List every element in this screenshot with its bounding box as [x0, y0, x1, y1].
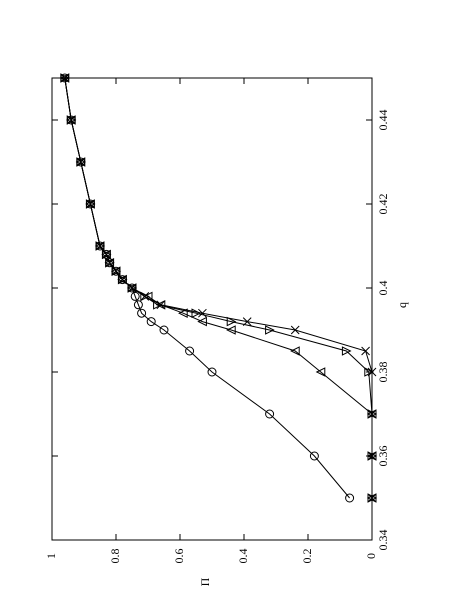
marker — [118, 275, 127, 284]
marker — [105, 258, 114, 268]
marker — [345, 493, 355, 503]
x-tick-label: 0.38 — [376, 362, 390, 383]
series-line — [64, 77, 373, 498]
marker — [156, 300, 166, 310]
y-axis-label: Π — [198, 577, 212, 586]
x-tick-label: 0.42 — [376, 194, 390, 215]
marker — [290, 346, 300, 356]
marker — [66, 115, 76, 125]
marker — [198, 308, 207, 318]
marker — [102, 250, 111, 259]
y-tick-label: 0.6 — [172, 549, 186, 564]
marker — [111, 266, 121, 276]
marker — [226, 325, 236, 335]
y-tick-label: 0.4 — [236, 549, 250, 564]
marker — [191, 308, 202, 319]
marker — [367, 367, 377, 377]
x-tick-label: 0.44 — [376, 110, 390, 131]
marker — [101, 249, 112, 260]
plot-frame — [51, 77, 373, 541]
x-tick-label: 0.36 — [376, 446, 390, 467]
marker — [197, 316, 207, 327]
marker — [265, 325, 275, 335]
marker — [146, 317, 156, 327]
marker — [137, 308, 147, 318]
marker — [290, 325, 300, 335]
series-line — [64, 77, 373, 498]
marker — [226, 316, 237, 327]
marker — [117, 274, 128, 285]
marker — [178, 308, 188, 319]
marker — [140, 292, 150, 301]
marker — [309, 451, 319, 461]
marker — [127, 283, 138, 293]
marker — [155, 299, 166, 310]
marker — [133, 300, 143, 310]
y-tick-label: 0 — [364, 553, 378, 559]
marker — [111, 266, 122, 277]
y-tick-label: 0.2 — [300, 549, 314, 564]
y-tick-label: 1 — [44, 553, 58, 559]
y-tick-label: 0.8 — [108, 549, 122, 564]
marker — [130, 291, 140, 301]
marker — [95, 241, 105, 251]
marker — [207, 367, 217, 377]
series-line — [64, 77, 350, 499]
marker — [185, 346, 195, 356]
marker — [60, 73, 70, 83]
marker — [367, 451, 377, 461]
marker — [364, 367, 374, 377]
marker — [315, 367, 326, 377]
marker — [265, 409, 275, 419]
marker — [127, 283, 137, 293]
marker — [159, 325, 169, 335]
marker — [367, 409, 377, 419]
marker — [367, 493, 377, 503]
marker — [242, 317, 252, 326]
marker — [341, 346, 352, 356]
series-line — [64, 77, 373, 498]
x-tick-label: 0.34 — [376, 530, 390, 551]
marker — [86, 199, 95, 209]
marker — [76, 157, 86, 167]
marker — [105, 257, 115, 268]
marker — [361, 346, 370, 356]
x-tick-label: 0.4 — [376, 281, 390, 296]
x-axis-label: q — [395, 302, 409, 308]
marker — [140, 291, 150, 302]
